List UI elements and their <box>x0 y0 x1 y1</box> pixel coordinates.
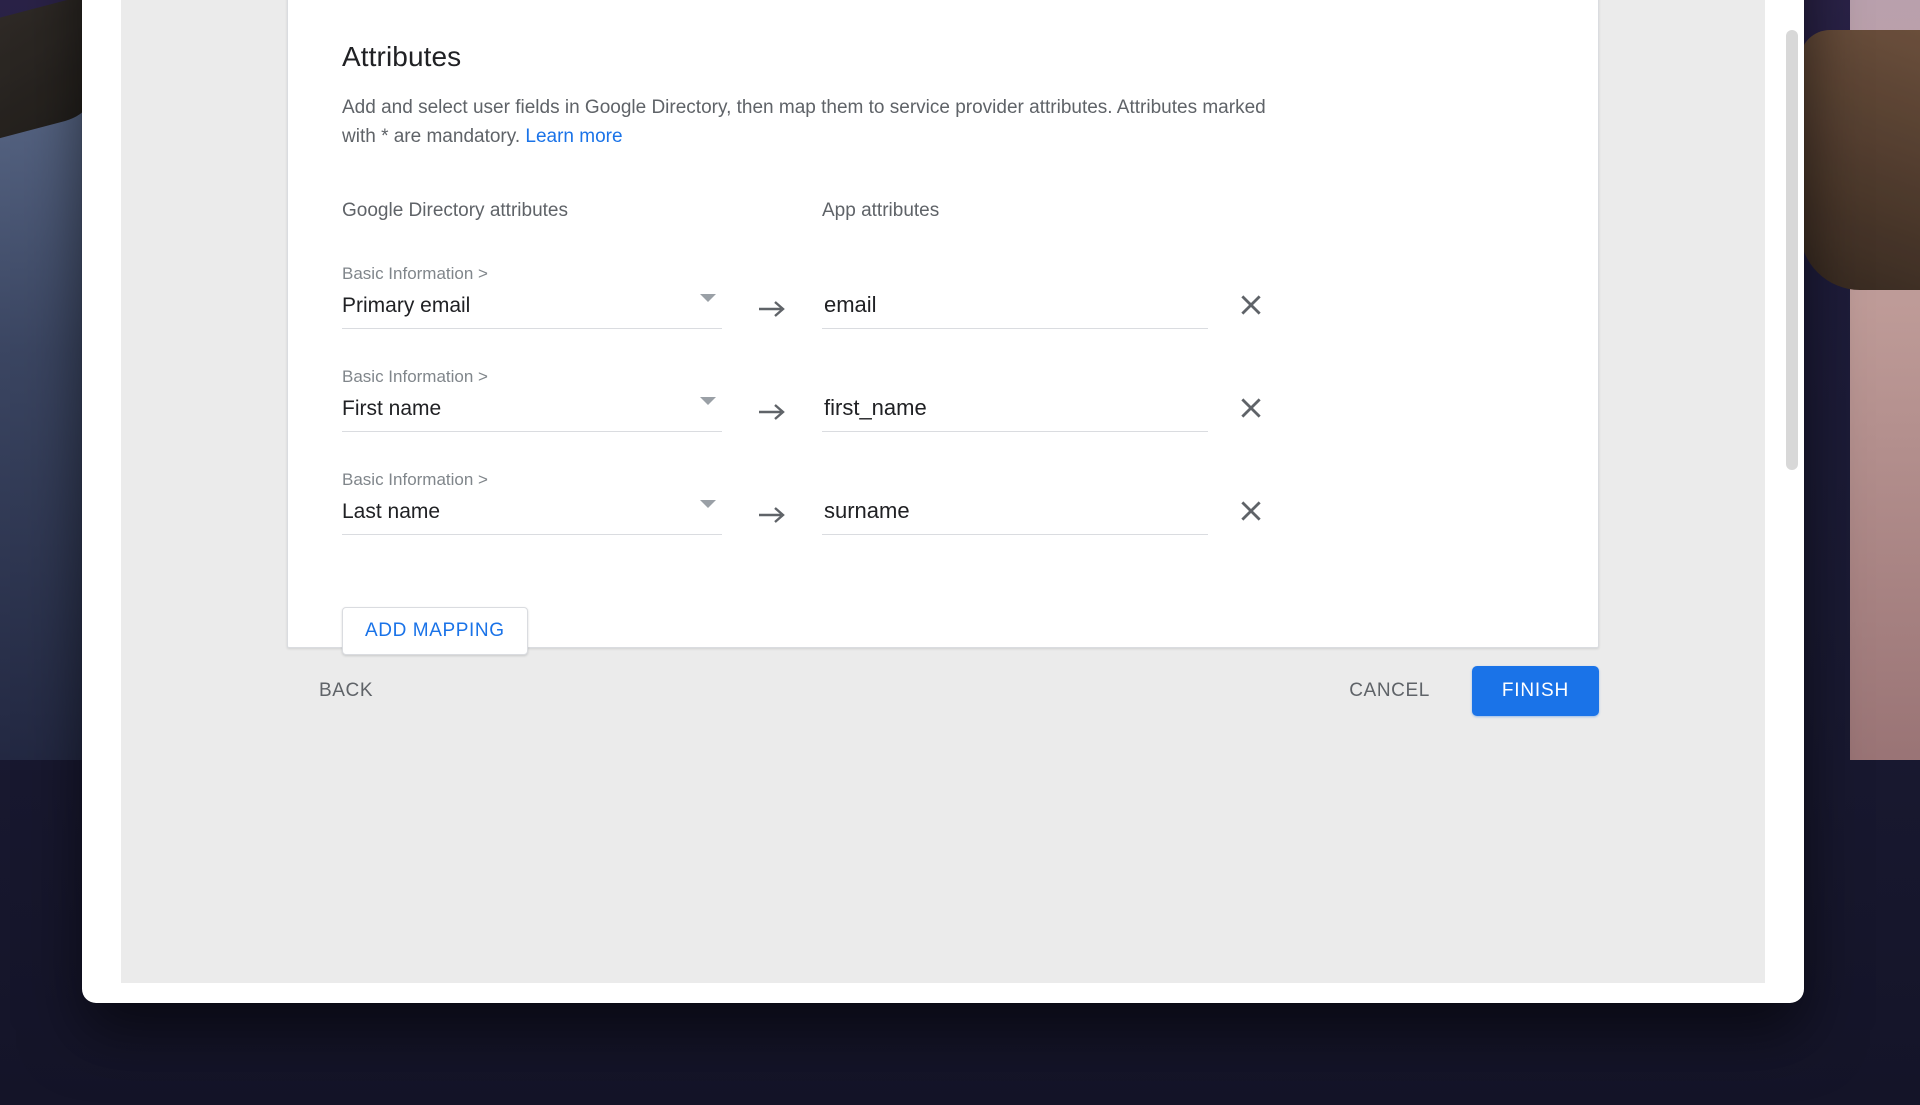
directory-attribute-breadcrumb: Basic Information > <box>342 470 722 490</box>
chevron-down-icon <box>700 397 716 405</box>
finish-button[interactable]: FINISH <box>1472 666 1599 716</box>
directory-attribute-value: Primary email <box>342 290 722 329</box>
remove-mapping-button[interactable] <box>1238 292 1264 323</box>
chevron-down-icon <box>700 294 716 302</box>
wallpaper-sea <box>0 80 90 760</box>
directory-attribute-breadcrumb: Basic Information > <box>342 367 722 387</box>
back-button[interactable]: BACK <box>299 666 393 716</box>
desktop-background: Attributes Add and select user fields in… <box>0 0 1920 1105</box>
vertical-scrollbar[interactable] <box>1786 30 1798 470</box>
mapping-row: Basic Information > Last name <box>342 446 1544 549</box>
close-icon <box>1238 498 1264 524</box>
remove-mapping-button[interactable] <box>1238 395 1264 426</box>
close-icon <box>1238 395 1264 421</box>
column-header-app: App attributes <box>822 200 1544 222</box>
arrow-icon <box>722 505 822 535</box>
directory-attribute-value: Last name <box>342 496 722 535</box>
app-attribute-input[interactable] <box>822 492 1208 535</box>
arrow-icon <box>722 402 822 432</box>
add-mapping-button[interactable]: ADD MAPPING <box>342 607 528 655</box>
learn-more-link[interactable]: Learn more <box>525 126 622 147</box>
directory-attribute-select[interactable]: Basic Information > Last name <box>342 470 722 535</box>
arrow-icon <box>722 299 822 329</box>
wizard-footer: BACK CANCEL FINISH <box>287 649 1599 733</box>
remove-mapping-button[interactable] <box>1238 498 1264 529</box>
section-title: Attributes <box>342 0 1544 73</box>
directory-attribute-value: First name <box>342 393 722 432</box>
app-window: Attributes Add and select user fields in… <box>82 0 1804 1003</box>
directory-attribute-breadcrumb: Basic Information > <box>342 264 722 284</box>
wallpaper-cliff-right <box>1800 30 1920 290</box>
chevron-down-icon <box>700 500 716 508</box>
mapping-rows: Basic Information > Primary email <box>342 240 1544 549</box>
mapping-row: Basic Information > Primary email <box>342 240 1544 343</box>
attributes-card: Attributes Add and select user fields in… <box>287 0 1599 648</box>
directory-attribute-select[interactable]: Basic Information > Primary email <box>342 264 722 329</box>
cancel-button[interactable]: CANCEL <box>1329 666 1450 716</box>
app-attribute-input[interactable] <box>822 389 1208 432</box>
page-surface: Attributes Add and select user fields in… <box>121 0 1765 983</box>
section-description: Add and select user fields in Google Dir… <box>342 93 1282 152</box>
app-attribute-input[interactable] <box>822 286 1208 329</box>
column-header-directory: Google Directory attributes <box>342 200 822 222</box>
section-description-text: Add and select user fields in Google Dir… <box>342 97 1266 147</box>
mapping-row: Basic Information > First name <box>342 343 1544 446</box>
directory-attribute-select[interactable]: Basic Information > First name <box>342 367 722 432</box>
close-icon <box>1238 292 1264 318</box>
